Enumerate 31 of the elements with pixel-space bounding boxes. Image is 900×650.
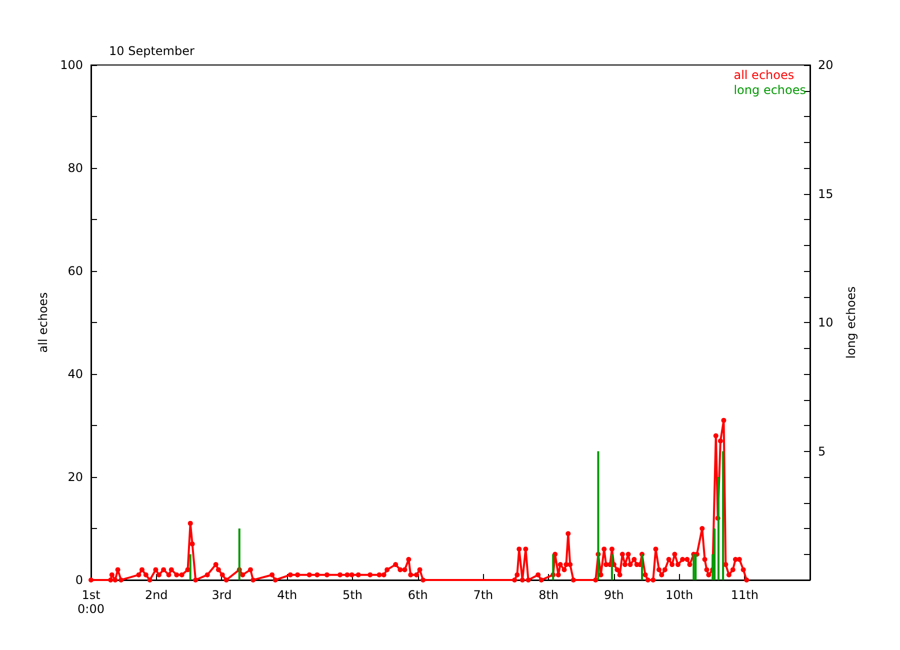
y-tick-label: 20: [68, 470, 83, 484]
bar: [238, 528, 240, 580]
x-tick-label: 5th: [342, 588, 362, 602]
x-tick-label: 1st 0:00: [78, 588, 104, 616]
x-tick-label: 2nd: [144, 588, 168, 602]
x-tick-label: 8th: [538, 588, 559, 602]
y2-tick-label: 20: [818, 58, 834, 72]
text: all echoes: [734, 68, 794, 82]
bar: [610, 554, 613, 580]
chart-title: 10 September: [109, 44, 194, 58]
y-axis-title: all echoes: [36, 292, 50, 353]
y-tick-label: 0: [75, 573, 83, 587]
bar: [189, 554, 192, 580]
x-tick-label: 11th: [730, 588, 758, 602]
y2-tick-label: 15: [818, 186, 834, 201]
bar: [714, 528, 716, 580]
x-tick-label: 3rd: [212, 588, 232, 602]
x-tick-label: 6th: [408, 588, 428, 602]
y2-axis-title: long echoes: [844, 286, 858, 359]
y-tick-label: 100: [60, 58, 83, 72]
y-tick-label: 60: [68, 264, 83, 278]
y-tick-label: 80: [68, 161, 83, 175]
y2-tick-label: 10: [818, 316, 834, 330]
bar: [722, 451, 724, 580]
y-tick-label: 40: [68, 367, 83, 381]
y2-tick-label: 5: [818, 444, 826, 458]
x-tick-label: 4th: [277, 588, 298, 602]
x-tick-label: 9th: [604, 588, 624, 602]
x-tick-label: 7th: [473, 588, 494, 602]
x-tick-label: 10th: [665, 588, 694, 602]
text: long echoes: [734, 83, 806, 97]
